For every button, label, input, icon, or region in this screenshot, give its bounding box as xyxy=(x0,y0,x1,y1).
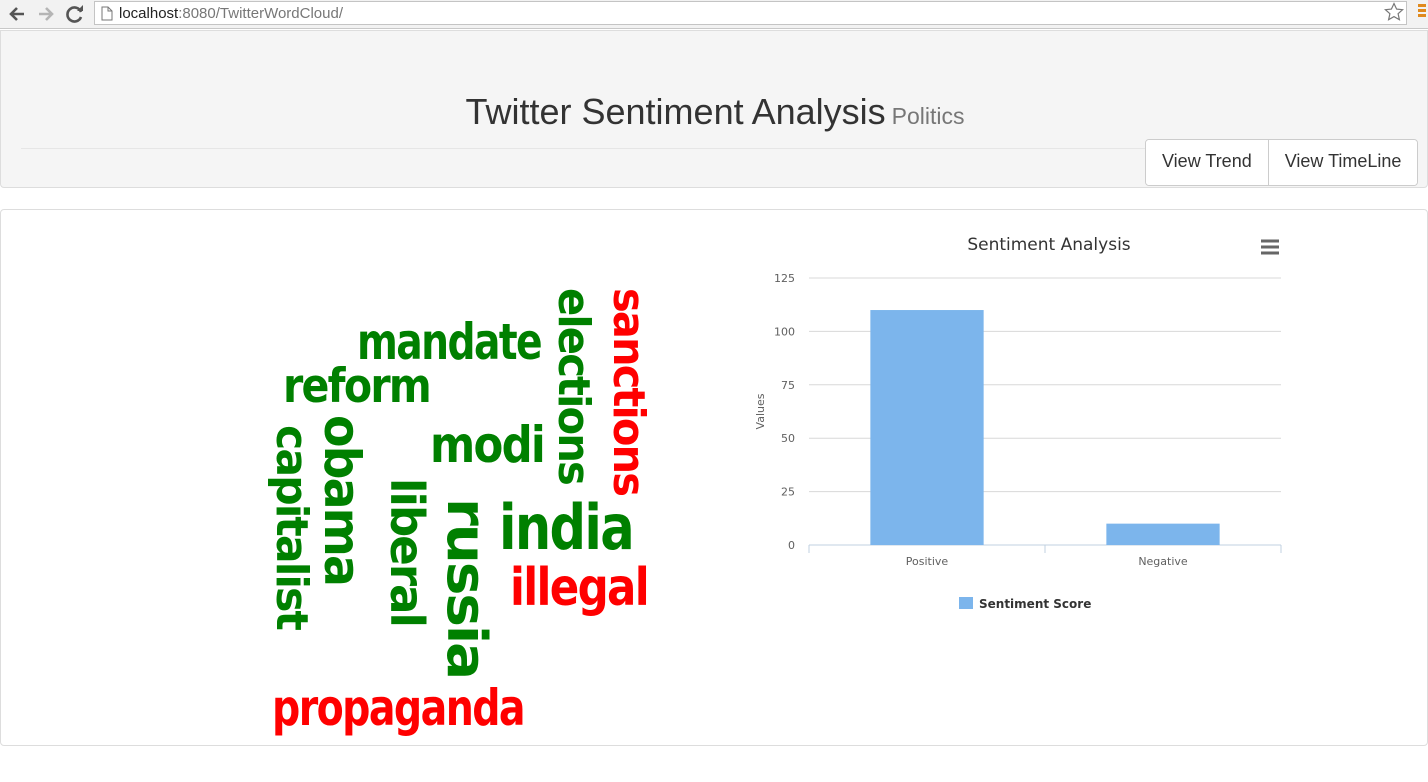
y-axis-label: Values xyxy=(754,393,767,429)
y-tick-label: 25 xyxy=(781,486,795,499)
url-text: localhost:8080/TwitterWordCloud/ xyxy=(119,5,343,22)
reload-icon[interactable] xyxy=(64,3,86,25)
content-panel: mandate reform elections sanctions modi obama… xyxy=(0,209,1428,746)
back-arrow-icon[interactable] xyxy=(6,3,28,25)
word-illegal: illegal xyxy=(510,558,650,618)
page-title-wrap: Twitter Sentiment Analysis Politics xyxy=(1,91,1428,133)
word-mandate: mandate xyxy=(357,313,543,371)
x-tick-label: Positive xyxy=(906,555,949,568)
word-modi: modi xyxy=(430,416,546,474)
bar-negative xyxy=(1106,523,1220,545)
url-path: :8080/TwitterWordCloud/ xyxy=(178,5,344,22)
word-reform: reform xyxy=(283,359,432,414)
view-timeline-button[interactable]: View TimeLine xyxy=(1267,140,1418,185)
url-host: localhost xyxy=(119,5,179,22)
word-obama: obama xyxy=(313,415,371,586)
word-sanctions: sanctions xyxy=(603,288,654,496)
word-propaganda: propaganda xyxy=(272,679,526,737)
word-capitalist: capitalist xyxy=(266,425,317,629)
legend-label: Sentiment Score xyxy=(979,597,1091,611)
address-bar[interactable]: localhost:8080/TwitterWordCloud/ xyxy=(94,1,1407,25)
sentiment-chart: Sentiment Analysis 0 25 50 75 100 125 Values Pos… xyxy=(754,235,1282,611)
chart-menu-icon[interactable] xyxy=(1261,239,1279,255)
legend-swatch xyxy=(959,597,973,609)
view-trend-button[interactable]: View Trend xyxy=(1146,140,1268,185)
view-button-group: View Trend View TimeLine xyxy=(1145,139,1419,186)
page-title: Twitter Sentiment Analysis xyxy=(465,91,886,132)
page-header: Twitter Sentiment Analysis Politics View … xyxy=(0,30,1428,188)
hamburger-icon[interactable] xyxy=(1418,4,1426,19)
word-cloud: mandate reform elections sanctions modi obama… xyxy=(1,210,741,745)
y-tick-label: 50 xyxy=(781,432,795,445)
y-tick-label: 125 xyxy=(774,272,795,285)
word-liberal: liberal xyxy=(380,478,434,626)
page-icon xyxy=(101,6,113,21)
word-russia: russia xyxy=(435,498,498,679)
chart-title: Sentiment Analysis xyxy=(967,235,1130,255)
star-icon[interactable] xyxy=(1384,2,1404,22)
y-tick-label: 75 xyxy=(781,379,795,392)
forward-arrow-icon[interactable] xyxy=(35,3,57,25)
browser-toolbar: localhost:8080/TwitterWordCloud/ xyxy=(0,0,1428,29)
y-tick-label: 0 xyxy=(788,539,795,552)
bar-positive xyxy=(870,310,984,545)
word-india: india xyxy=(499,491,635,564)
page-subtitle: Politics xyxy=(891,103,965,129)
header-divider xyxy=(21,148,1409,149)
x-tick-label: Negative xyxy=(1138,555,1188,568)
word-elections: elections xyxy=(548,288,599,484)
y-tick-label: 100 xyxy=(774,325,795,338)
